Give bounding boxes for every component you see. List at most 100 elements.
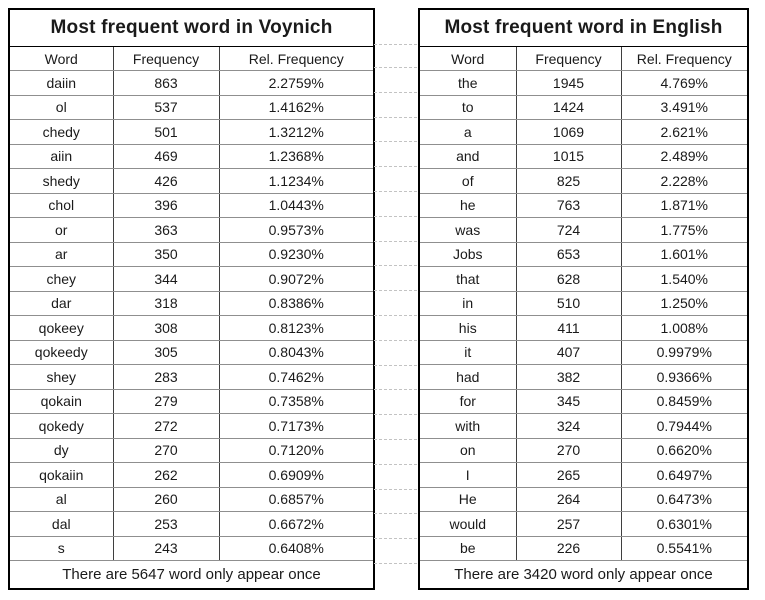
rel-frequency-cell: 0.6473% [620, 486, 749, 512]
table-row: qokedy 272 0.7173% [8, 413, 375, 439]
table-row: he 763 1.871% [418, 192, 749, 218]
word-cell: with [418, 413, 517, 439]
dashed-gridline [374, 240, 417, 242]
table-row: qokeedy 305 0.8043% [8, 339, 375, 365]
word-cell: the [418, 70, 517, 96]
rel-frequency-cell: 2.621% [620, 119, 749, 145]
rel-frequency-cell: 1.3212% [218, 119, 375, 145]
table-row: al 260 0.6857% [8, 486, 375, 512]
dashed-gridline [374, 191, 417, 192]
frequency-cell: 653 [515, 241, 622, 267]
frequency-cell: 283 [112, 364, 220, 390]
word-cell: s [8, 535, 114, 561]
dashed-gridline [374, 389, 417, 391]
frequency-cell: 262 [112, 462, 220, 488]
table-footer-row: There are 3420 word only appear once [419, 560, 749, 590]
table-footer-row: There are 5647 word only appear once [9, 560, 375, 590]
rel-frequency-cell: 0.9072% [218, 266, 375, 292]
word-cell: on [418, 437, 517, 463]
table-header-row: Word Frequency Rel. Frequency [418, 46, 749, 71]
rel-frequency-cell: 0.7120% [218, 437, 375, 463]
rel-frequency-cell: 1.2368% [218, 143, 375, 169]
column-header-frequency: Frequency [112, 46, 220, 71]
rel-frequency-cell: 2.228% [620, 168, 749, 194]
rel-frequency-cell: 2.489% [620, 143, 749, 169]
frequency-cell: 825 [515, 168, 622, 194]
table-row: Jobs 653 1.601% [418, 241, 749, 267]
word-cell: shedy [8, 168, 114, 194]
dashed-gridline [374, 463, 417, 465]
frequency-cell: 260 [112, 486, 220, 512]
table-title: Most frequent word in Voynich [9, 8, 375, 47]
rel-frequency-cell: 0.6408% [218, 535, 375, 561]
rel-frequency-cell: 1.0443% [218, 192, 375, 218]
word-cell: had [418, 364, 517, 390]
frequency-cell: 279 [112, 388, 220, 414]
word-cell: would [418, 511, 517, 537]
rel-frequency-cell: 2.2759% [218, 70, 375, 96]
word-cell: He [418, 486, 517, 512]
rel-frequency-cell: 0.9573% [218, 217, 375, 243]
rel-frequency-cell: 0.6909% [218, 462, 375, 488]
word-cell: in [418, 290, 517, 316]
word-cell: ar [8, 241, 114, 267]
frequency-cell: 363 [112, 217, 220, 243]
column-header-frequency: Frequency [515, 46, 622, 71]
table-row: aiin 469 1.2368% [8, 143, 375, 169]
frequency-cell: 1015 [515, 143, 622, 169]
table-row: qokaiin 262 0.6909% [8, 462, 375, 488]
table-title: Most frequent word in English [419, 8, 749, 47]
table-row: it 407 0.9979% [418, 339, 749, 365]
rel-frequency-cell: 0.6672% [218, 511, 375, 537]
word-cell: qokain [8, 388, 114, 414]
word-cell: ol [8, 94, 114, 120]
frequency-cell: 501 [112, 119, 220, 145]
frequency-cell: 537 [112, 94, 220, 120]
frequency-cell: 382 [515, 364, 622, 390]
word-cell: was [418, 217, 517, 243]
table-row: dy 270 0.7120% [8, 437, 375, 463]
frequency-cell: 265 [515, 462, 622, 488]
table-footer-note: There are 5647 word only appear once [9, 560, 375, 590]
word-cell: his [418, 315, 517, 341]
word-cell: to [418, 94, 517, 120]
column-header-rel-frequency: Rel. Frequency [620, 46, 749, 71]
dashed-gridline [374, 215, 417, 217]
rel-frequency-cell: 1.775% [620, 217, 749, 243]
frequency-cell: 253 [112, 511, 220, 537]
rel-frequency-cell: 1.4162% [218, 94, 375, 120]
rel-frequency-cell: 1.540% [620, 266, 749, 292]
rel-frequency-cell: 0.6301% [620, 511, 749, 537]
column-header-word: Word [418, 46, 517, 71]
dashed-gridline [374, 563, 417, 564]
table-title-row: Most frequent word in Voynich [9, 8, 375, 47]
frequency-cell: 724 [515, 217, 622, 243]
frequency-cell: 350 [112, 241, 220, 267]
table-row: for 345 0.8459% [418, 388, 749, 414]
dashed-gridline [374, 315, 417, 316]
dashed-gridline [374, 290, 417, 292]
dashed-gridline [374, 414, 417, 416]
table-title-row: Most frequent word in English [419, 8, 749, 47]
dashed-gridline [374, 44, 417, 45]
frequency-cell: 1945 [515, 70, 622, 96]
frequency-cell: 226 [515, 535, 622, 561]
rel-frequency-cell: 1.871% [620, 192, 749, 218]
table-row: s 243 0.6408% [8, 535, 375, 561]
dashed-gridline [374, 488, 417, 490]
word-cell: chol [8, 192, 114, 218]
table-row: his 411 1.008% [418, 315, 749, 341]
word-cell: qokeedy [8, 339, 114, 365]
dashed-gridline [374, 364, 417, 366]
table-row: He 264 0.6473% [418, 486, 749, 512]
table-row: I 265 0.6497% [418, 462, 749, 488]
table-row: to 1424 3.491% [418, 94, 749, 120]
frequency-cell: 257 [515, 511, 622, 537]
word-cell: it [418, 339, 517, 365]
word-cell: chedy [8, 119, 114, 145]
word-cell: for [418, 388, 517, 414]
frequency-cell: 510 [515, 290, 622, 316]
frequency-cell: 628 [515, 266, 622, 292]
rel-frequency-cell: 0.8043% [218, 339, 375, 365]
dashed-gridline [374, 116, 417, 118]
